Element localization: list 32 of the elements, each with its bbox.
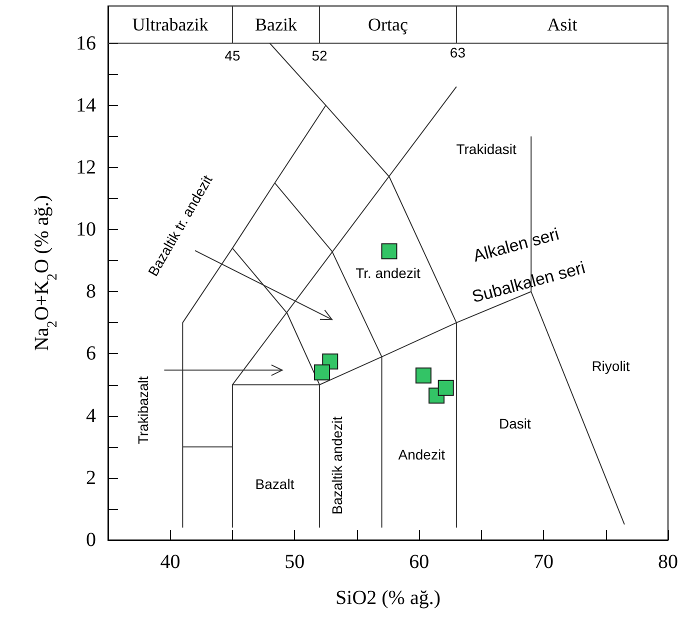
y-tick-label: 6	[86, 342, 96, 365]
annotation: Ultrabazik	[132, 14, 208, 35]
annotation: Bazalt	[255, 476, 294, 492]
annotation: Tr. andezit	[356, 265, 421, 281]
annotation: Ortaç	[368, 14, 408, 35]
x-tick-label: 60	[409, 551, 430, 573]
x-tick-label: 70	[534, 551, 554, 573]
annotation: Alkalen seri	[471, 224, 562, 266]
y-axis-title: Na2O+K2O (% ağ.)	[31, 195, 60, 351]
annotation: Riyolit	[592, 358, 630, 374]
annotation: 45	[224, 48, 240, 64]
y-tick-label: 8	[86, 280, 96, 303]
y-tick-label: 12	[76, 156, 96, 178]
y-tick-label: 16	[76, 32, 96, 54]
x-axis-title: SiO2 (% ağ.)	[336, 587, 440, 609]
annotation: Dasit	[498, 416, 531, 432]
y-tick-label: 14	[76, 94, 96, 116]
annotation: Andezit	[398, 446, 446, 463]
annotation: Asit	[547, 14, 578, 35]
annotation: Trakibazalt	[135, 376, 152, 444]
x-tick-label: 50	[284, 551, 305, 573]
annotation: Trakidasit	[456, 140, 516, 157]
y-tick-label: 4	[86, 404, 96, 427]
x-tick-label: 40	[160, 551, 180, 573]
x-tick-label: 80	[658, 551, 678, 573]
annotation: 63	[450, 44, 466, 61]
y-tick-label: 0	[86, 529, 96, 551]
annotation: 52	[312, 48, 328, 64]
annotation: Bazaltik andezit	[328, 416, 345, 515]
y-tick-label: 2	[86, 466, 96, 489]
annotation: Bazik	[255, 14, 297, 35]
y-tick-label: 10	[76, 218, 96, 241]
